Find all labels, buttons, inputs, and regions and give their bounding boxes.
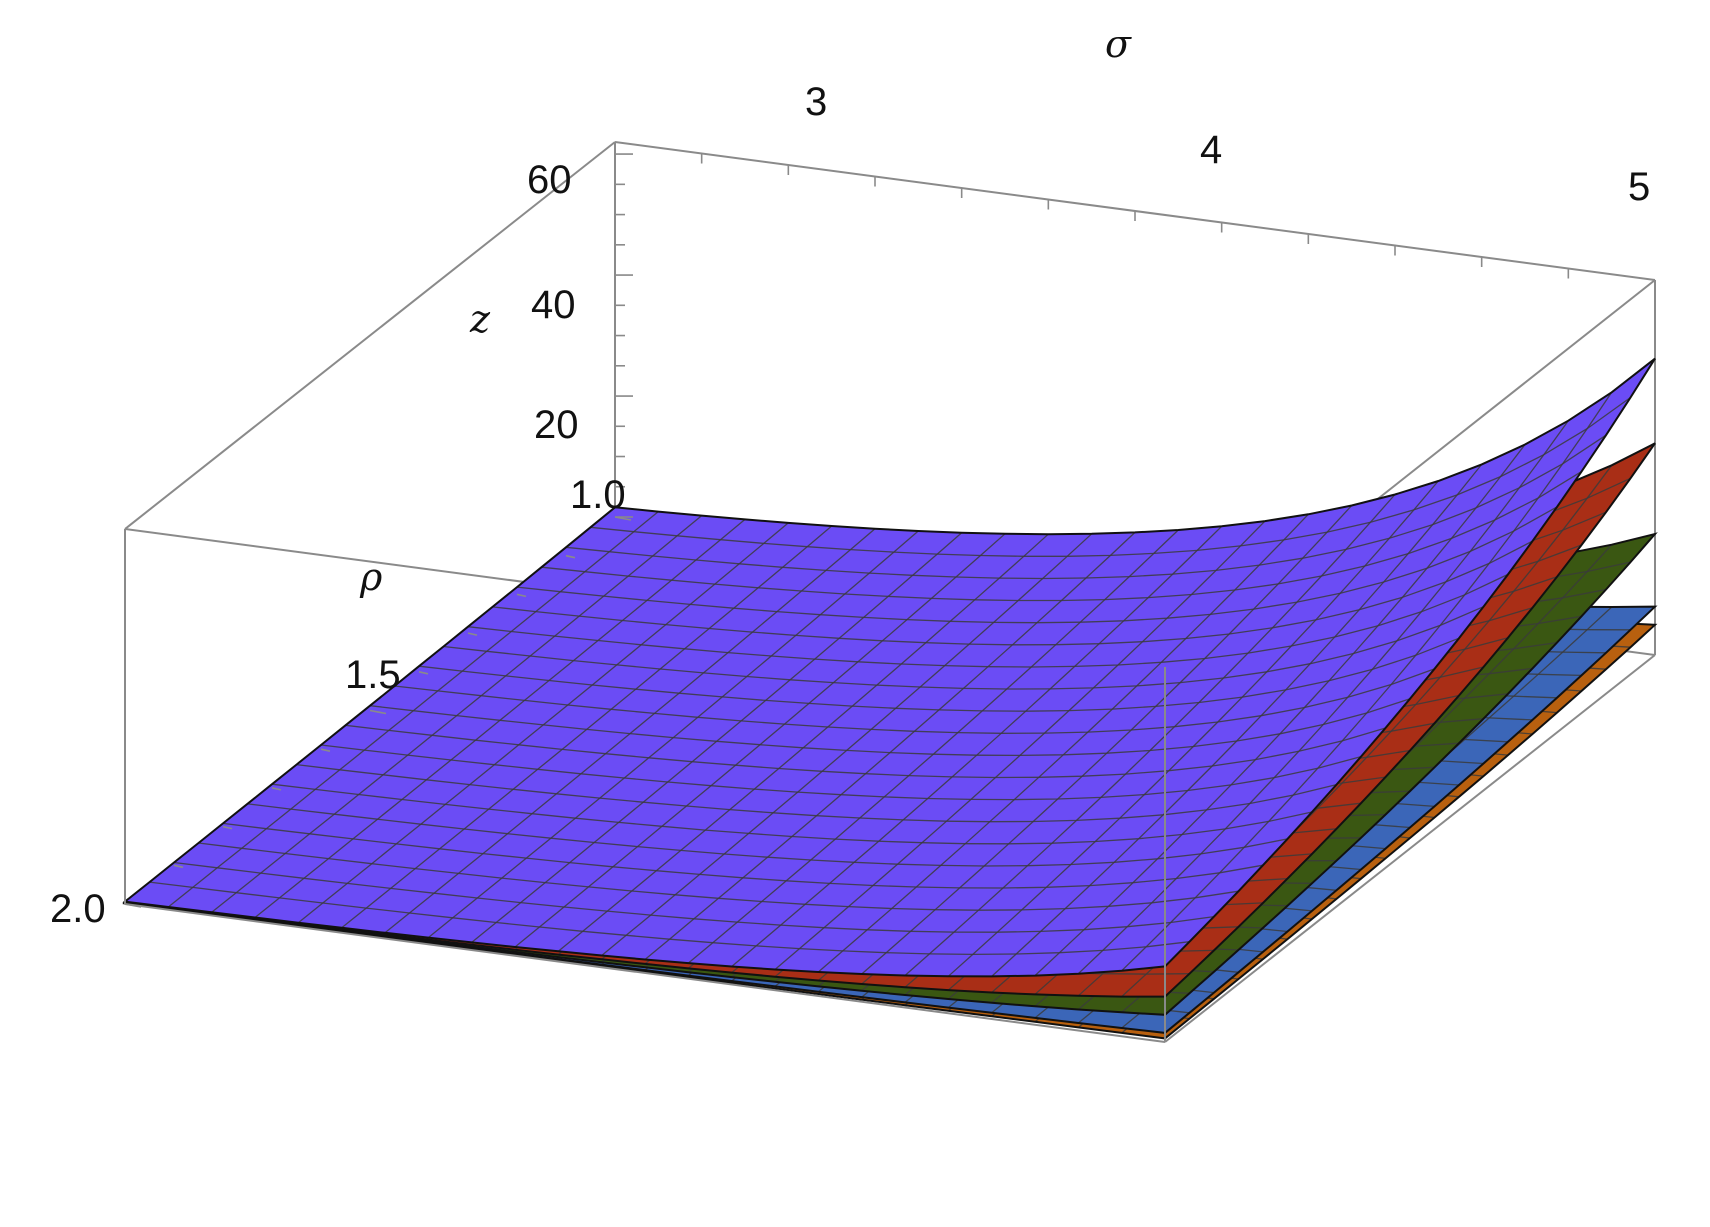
surface-5-mesh-rho-10 xyxy=(369,698,1411,757)
surface-5-fill xyxy=(125,358,1655,977)
surface-5-mesh-rho-2 xyxy=(565,434,1607,580)
z-tick-label-40: 40 xyxy=(531,283,576,327)
rho-tick-8 xyxy=(222,825,233,830)
surface-5 xyxy=(122,357,1656,978)
rho-tick-label-2-0: 2.0 xyxy=(50,887,106,931)
surface-5-mesh-rho-16 xyxy=(222,822,1264,889)
surfaces-group xyxy=(122,357,1658,1040)
rho-axis-label: ρ xyxy=(359,555,383,599)
rho-tick-9 xyxy=(173,864,184,869)
box-edge-floor-right xyxy=(1164,654,1656,1043)
rho-tick-3 xyxy=(467,632,478,636)
surface-5-mesh-rho-18 xyxy=(173,861,1215,933)
z-tick-label-60: 60 xyxy=(527,158,572,202)
surface-5-mesh-rho-17 xyxy=(198,842,1239,911)
z-axis-label: z xyxy=(469,297,491,341)
surface-5-mesh-rho-4 xyxy=(516,506,1558,624)
surface-5-mesh-rho-14 xyxy=(271,783,1313,845)
rho-tick-1 xyxy=(565,554,576,559)
rho-tick-4 xyxy=(418,671,429,675)
rho-tick-10 xyxy=(124,903,142,908)
rho-tick-0 xyxy=(614,516,632,521)
surface-5-mesh-rho-13 xyxy=(296,763,1337,823)
rho-tick-5 xyxy=(369,709,387,715)
box-edge-floor-front xyxy=(124,903,1166,1043)
box-edge-top-left xyxy=(124,141,616,530)
rho-tick-6 xyxy=(320,748,331,752)
z-tick-label-20: 20 xyxy=(534,403,579,447)
rho-tick-7 xyxy=(271,787,282,791)
surface-5-mesh-rho-12 xyxy=(320,744,1362,801)
sigma-tick-label-4: 4 xyxy=(1200,128,1222,172)
surface-5-mesh-rho-1 xyxy=(590,396,1631,557)
surface-5-mesh-rho-6 xyxy=(467,573,1509,668)
surface-5-mesh-rho-5 xyxy=(492,540,1533,646)
axis-ticks xyxy=(124,142,1656,908)
sigma-axis-label: σ xyxy=(1105,22,1132,66)
surface-5-mesh-rho-11 xyxy=(345,724,1386,779)
surface-5-mesh-rho-3 xyxy=(541,471,1582,602)
rho-tick-label-1-5: 1.5 xyxy=(345,653,401,697)
rho-tick-label-1-0: 1.0 xyxy=(570,473,626,517)
surface-5-mesh-rho-15 xyxy=(247,803,1288,867)
bounding-box-front xyxy=(124,529,1656,1043)
surface-5-mesh-rho-19 xyxy=(149,881,1190,956)
surface-5-mesh-rho-7 xyxy=(443,606,1484,690)
rho-tick-2 xyxy=(516,593,527,598)
surface-5-mesh-rho-8 xyxy=(418,637,1460,712)
surface-5-mesh-rho-9 xyxy=(394,668,1435,734)
sigma-tick-label-5: 5 xyxy=(1628,165,1650,209)
sigma-tick-label-3: 3 xyxy=(805,80,827,124)
